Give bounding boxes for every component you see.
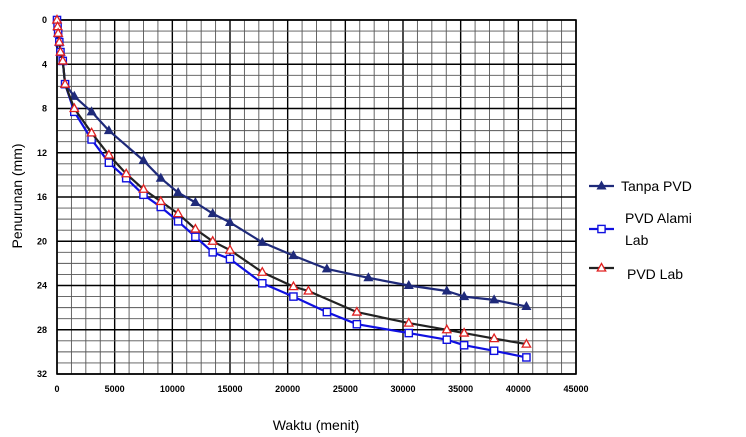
legend-label: PVD Lab	[627, 266, 683, 282]
data-point	[173, 217, 183, 226]
data-point	[224, 244, 236, 254]
data-point	[103, 125, 114, 135]
data-point	[138, 154, 149, 164]
data-point	[257, 236, 268, 246]
x-tick-label: 45000	[563, 384, 588, 394]
y-tick-label: 16	[37, 192, 47, 202]
data-point	[104, 158, 114, 168]
data-point	[225, 254, 235, 264]
data-point	[138, 183, 149, 193]
data-point	[257, 278, 267, 288]
legend-marker	[596, 180, 607, 190]
tick-labels: 0 5000 10000 15000 20000 25000 30000 35000 40000…	[37, 15, 589, 394]
x-tick-label: 0	[54, 384, 59, 394]
data-point	[441, 285, 452, 295]
data-point	[55, 46, 66, 56]
legend-item: Tanpa PVD	[589, 178, 692, 194]
data-point	[288, 280, 299, 291]
x-tick-label: 15000	[217, 384, 242, 394]
data-point	[441, 323, 453, 334]
y-tick-label: 24	[37, 281, 47, 291]
data-point	[458, 327, 470, 337]
series-layer	[51, 14, 532, 362]
data-point	[459, 291, 470, 301]
data-point	[488, 332, 500, 343]
data-point	[224, 216, 236, 226]
data-point	[155, 195, 167, 206]
data-point	[321, 263, 332, 273]
x-tick-label: 25000	[333, 384, 358, 394]
legend-item: PVD Alami Lab	[589, 210, 692, 248]
series-pvd-lab	[51, 14, 532, 348]
x-tick-label: 5000	[105, 384, 125, 394]
data-point	[155, 172, 166, 182]
data-point	[59, 78, 71, 88]
x-tick-label: 10000	[160, 384, 185, 394]
legend-label: Lab	[625, 232, 649, 248]
data-point	[322, 307, 332, 317]
legend-marker	[596, 262, 607, 272]
x-tick-label: 20000	[275, 384, 300, 394]
data-point	[208, 248, 218, 257]
x-axis-title: Waktu (menit)	[273, 417, 360, 433]
data-point	[86, 106, 97, 116]
data-point	[53, 36, 65, 46]
y-tick-label: 4	[42, 59, 47, 69]
legend-item: PVD Lab	[589, 262, 683, 282]
data-point	[289, 292, 298, 301]
data-point	[351, 306, 363, 316]
data-point	[256, 266, 268, 276]
x-tick-label: 40000	[506, 384, 531, 394]
legend-marker	[597, 224, 606, 234]
data-point	[68, 102, 80, 113]
data-point	[69, 90, 80, 100]
data-point	[521, 300, 532, 311]
data-point	[173, 187, 184, 197]
x-tick-label: 30000	[390, 384, 415, 394]
legend-label: Tanpa PVD	[621, 178, 692, 194]
data-point	[403, 317, 415, 327]
data-point	[489, 346, 499, 356]
data-point	[120, 167, 132, 178]
data-point	[191, 232, 200, 242]
data-point	[207, 208, 218, 218]
data-point	[52, 27, 64, 37]
plot-border	[56, 19, 577, 375]
y-tick-label: 0	[42, 15, 47, 25]
data-point	[207, 235, 219, 245]
data-point	[403, 279, 414, 289]
data-point	[172, 207, 184, 218]
x-tick-label: 35000	[448, 384, 473, 394]
data-point	[489, 294, 500, 304]
legend: Tanpa PVD PVD Alami Lab PVD Lab	[589, 178, 692, 282]
y-tick-label: 20	[37, 236, 47, 246]
data-point	[521, 338, 532, 348]
data-point	[442, 335, 452, 345]
data-point	[57, 55, 69, 65]
y-tick-label: 8	[42, 104, 47, 114]
data-point	[303, 285, 314, 295]
legend-label: PVD Alami	[625, 210, 692, 226]
data-point	[459, 340, 469, 350]
data-point	[190, 223, 201, 233]
data-point	[288, 250, 299, 260]
data-point	[404, 328, 414, 338]
data-point	[86, 127, 97, 137]
y-tick-label: 28	[37, 325, 47, 335]
y-axis-title: Penurunan (mm)	[9, 143, 25, 248]
data-point	[363, 272, 374, 282]
y-tick-label: 32	[37, 369, 47, 379]
data-point	[352, 319, 362, 329]
y-tick-label: 12	[37, 148, 47, 158]
data-point	[103, 149, 115, 159]
data-point	[190, 197, 201, 207]
data-point	[522, 353, 531, 362]
